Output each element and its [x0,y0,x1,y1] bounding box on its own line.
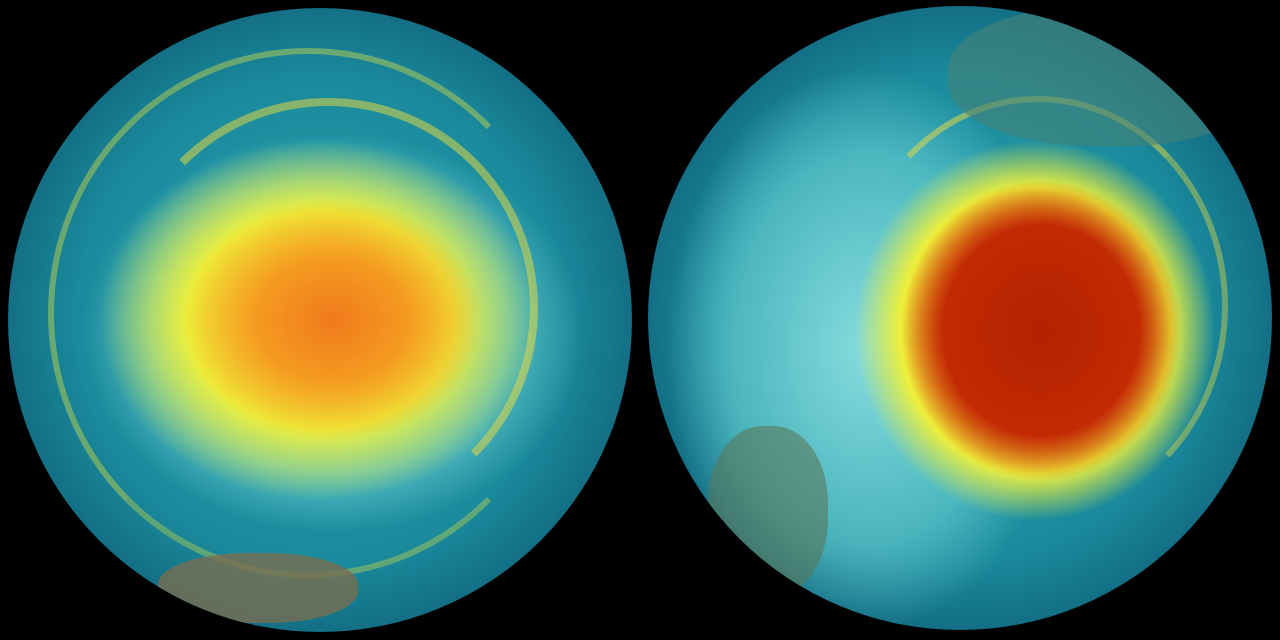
landmass [948,6,1268,146]
jet-stream-band [118,98,538,518]
left-globe [8,8,632,632]
jet-stream-band [848,96,1228,516]
landmass [158,553,358,623]
right-globe [648,6,1272,630]
landmass [708,426,828,596]
